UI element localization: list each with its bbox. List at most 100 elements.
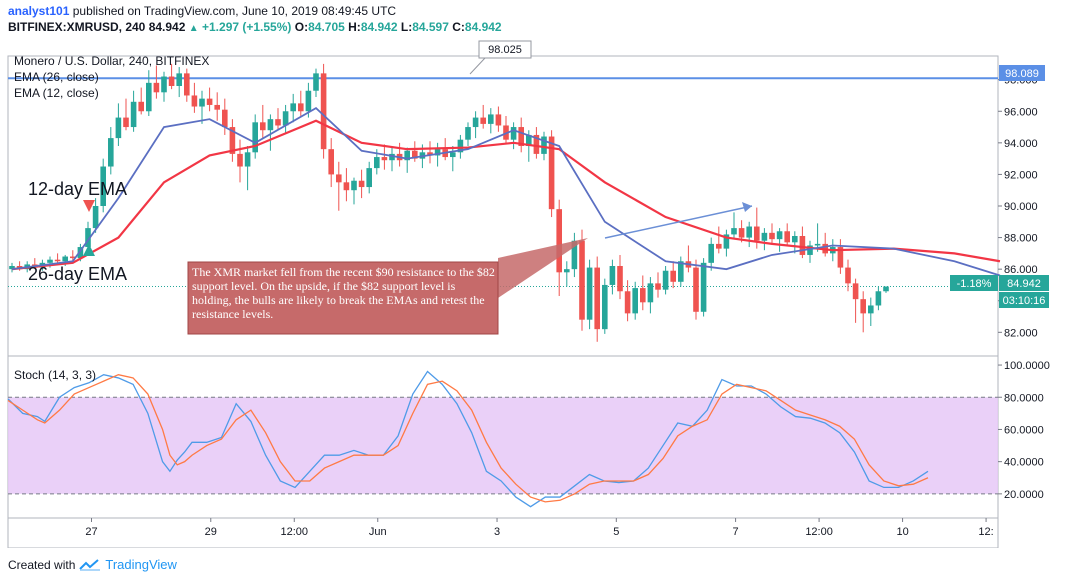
candle-body bbox=[62, 256, 68, 262]
candle bbox=[130, 90, 137, 132]
candle-body bbox=[54, 259, 61, 262]
candle bbox=[100, 158, 106, 213]
callout-body: The XMR market fell from the recent $90 … bbox=[192, 265, 495, 321]
countdown-tag: 03:10:16 bbox=[999, 292, 1049, 308]
candle bbox=[168, 63, 175, 90]
candle bbox=[624, 280, 631, 322]
ema12-annotation: 12-day EMA bbox=[28, 179, 127, 199]
candle-body bbox=[761, 232, 768, 241]
price-change: +1.297 (+1.55%) bbox=[202, 20, 292, 34]
price-pane bbox=[8, 63, 1001, 342]
candle bbox=[92, 198, 99, 233]
candle-body bbox=[260, 122, 266, 131]
candle bbox=[244, 146, 251, 191]
candle-body bbox=[579, 240, 585, 320]
candle-body bbox=[184, 73, 190, 96]
candle-body bbox=[754, 226, 760, 241]
candle-body bbox=[153, 82, 160, 93]
time-tick-label: 5 bbox=[613, 526, 619, 538]
candle bbox=[640, 275, 646, 311]
candle-body bbox=[237, 153, 243, 167]
candle-body bbox=[381, 157, 388, 161]
last-price-tag-bg bbox=[999, 275, 1049, 291]
candle bbox=[678, 256, 684, 287]
analysis-callout[interactable]: The XMR market fell from the recent $90 … bbox=[187, 238, 588, 335]
open-label: O: bbox=[294, 20, 309, 34]
price-tick-label: 90.000 bbox=[1004, 201, 1038, 213]
candle bbox=[282, 104, 289, 134]
candle-body bbox=[548, 136, 555, 210]
candle bbox=[807, 240, 813, 263]
price-tick-label: 92.000 bbox=[1004, 169, 1038, 181]
candle-body bbox=[678, 261, 684, 282]
candle-body bbox=[526, 134, 532, 146]
candle bbox=[564, 261, 570, 287]
candle bbox=[693, 259, 699, 320]
candle-body bbox=[85, 228, 91, 248]
candle-body bbox=[518, 127, 524, 146]
candle-body bbox=[624, 291, 631, 314]
candle bbox=[716, 226, 722, 254]
candle-body bbox=[860, 299, 866, 314]
candle-body bbox=[47, 259, 53, 263]
candle-body bbox=[389, 153, 395, 161]
candle bbox=[450, 146, 456, 172]
candle bbox=[495, 106, 502, 132]
candle-body bbox=[206, 98, 213, 105]
ema26-line bbox=[11, 119, 1001, 271]
candle bbox=[868, 297, 874, 326]
candle bbox=[214, 92, 220, 121]
candle-body bbox=[77, 247, 84, 259]
candle bbox=[70, 250, 76, 262]
time-tick-label: 29 bbox=[205, 526, 217, 538]
candle-body bbox=[146, 82, 152, 112]
candle-body bbox=[130, 101, 137, 128]
candle-body bbox=[533, 134, 540, 154]
candle bbox=[389, 146, 395, 172]
candle bbox=[792, 231, 798, 254]
price-callout-box bbox=[478, 40, 532, 59]
candle bbox=[700, 258, 707, 317]
candle bbox=[609, 259, 616, 295]
candle-body bbox=[662, 270, 669, 290]
candle bbox=[146, 70, 152, 116]
candle bbox=[586, 259, 593, 330]
candle bbox=[260, 104, 266, 139]
candle bbox=[632, 281, 638, 320]
candle-body bbox=[404, 150, 410, 161]
candle bbox=[746, 221, 752, 248]
tradingview-brand[interactable]: TradingView bbox=[105, 557, 177, 572]
candle bbox=[381, 144, 388, 170]
chart-area[interactable]: 82.00084.00086.00088.00090.00092.00094.0… bbox=[0, 40, 1068, 548]
time-tick-label: 12:00 bbox=[805, 526, 833, 538]
trend-arrow-icon bbox=[742, 202, 752, 212]
low-value: 84.597 bbox=[412, 20, 449, 34]
candle-body bbox=[343, 182, 350, 191]
candle-body bbox=[594, 267, 600, 330]
footer: Created with TradingView bbox=[8, 557, 177, 572]
candle bbox=[176, 67, 182, 98]
candle bbox=[533, 127, 540, 159]
candle-body bbox=[723, 234, 730, 249]
candle bbox=[412, 141, 418, 162]
candle-body bbox=[814, 243, 821, 246]
trend-arrow-line bbox=[604, 205, 753, 239]
price-tick-label: 94.000 bbox=[1004, 138, 1038, 150]
callout-box bbox=[187, 261, 499, 335]
candle-body bbox=[168, 76, 175, 86]
candle-body bbox=[586, 267, 593, 320]
author-link[interactable]: analyst101 bbox=[8, 4, 70, 18]
candle bbox=[769, 223, 775, 244]
candle bbox=[799, 226, 806, 259]
symbol-label: BITFINEX:XMRUSD, 240 bbox=[8, 20, 146, 34]
candle bbox=[343, 168, 350, 202]
candle-body bbox=[267, 119, 274, 131]
candle bbox=[510, 122, 517, 150]
candle-body bbox=[602, 284, 608, 330]
candle-body bbox=[222, 109, 228, 128]
candle bbox=[199, 90, 205, 124]
candle-body bbox=[161, 76, 167, 93]
tradingview-logo-icon bbox=[79, 558, 101, 571]
candle bbox=[351, 177, 357, 205]
candle-body bbox=[609, 266, 616, 285]
